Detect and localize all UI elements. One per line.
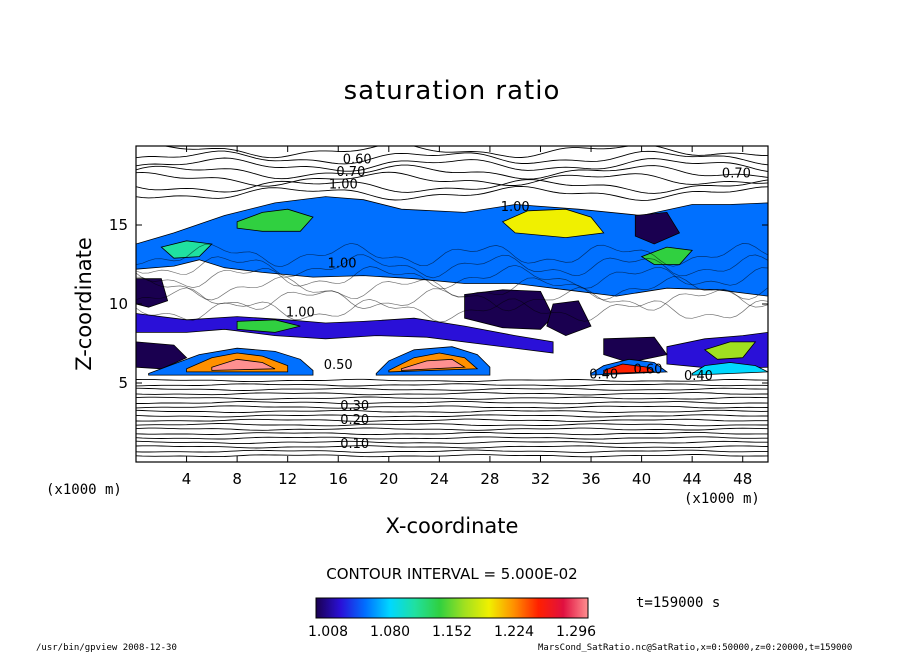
contour-label: 0.70 bbox=[722, 167, 751, 182]
contour-interval-text: CONTOUR INTERVAL = 5.000E-02 bbox=[326, 565, 578, 583]
contour-line bbox=[136, 392, 768, 396]
y-tick-label: 15 bbox=[109, 216, 128, 234]
contour-line bbox=[136, 449, 768, 453]
region-lower-dome-1-peak bbox=[211, 358, 276, 371]
region-lower-dome-3-core bbox=[603, 363, 656, 374]
contour-line bbox=[136, 431, 768, 436]
region-upper-core-1 bbox=[236, 208, 314, 232]
contour-line bbox=[136, 254, 768, 279]
contour-labels: 0.600.701.000.600.701.001.001.000.500.10… bbox=[286, 135, 751, 452]
contour-line bbox=[136, 185, 768, 201]
contour-line bbox=[136, 418, 768, 422]
region-mid-purple-2 bbox=[546, 300, 592, 337]
colorbar-tick-label: 1.080 bbox=[369, 624, 411, 640]
contour-line bbox=[136, 387, 768, 391]
contour-line bbox=[136, 164, 768, 180]
colorbar-tick-label: 1.296 bbox=[555, 624, 597, 640]
contour-label: 1.00 bbox=[328, 257, 357, 272]
contour-line bbox=[136, 378, 768, 383]
x-tick-label: 44 bbox=[683, 470, 702, 488]
x-axis: 4 8 12 16 20 24 28 32 36 40 44 48 bbox=[182, 146, 752, 488]
region-lower-dome-4 bbox=[691, 362, 768, 376]
contour-line bbox=[136, 436, 768, 440]
contour-line bbox=[136, 264, 768, 289]
contour-line bbox=[136, 454, 768, 458]
footer-program-date: /usr/bin/gpview 2008-12-30 bbox=[36, 643, 177, 653]
contour-line bbox=[136, 440, 768, 445]
x-tick-label: 24 bbox=[430, 470, 449, 488]
contour-label: 0.60 bbox=[343, 152, 372, 167]
x-tick-label: 28 bbox=[480, 470, 499, 488]
region-mid-band-right-core bbox=[703, 341, 757, 360]
colorbar-tick-label: 1.224 bbox=[493, 624, 535, 640]
contour-label: 1.00 bbox=[501, 200, 530, 215]
contour-line bbox=[136, 400, 768, 405]
region-mid-purple-4 bbox=[603, 336, 668, 363]
contour-label: 1.00 bbox=[286, 306, 315, 321]
x-tick-label: 40 bbox=[632, 470, 651, 488]
region-mid-purple-1 bbox=[464, 289, 554, 330]
region-mid-band-core bbox=[236, 319, 301, 333]
x-tick-label: 48 bbox=[733, 470, 752, 488]
x-axis-label: X-coordinate bbox=[385, 514, 519, 538]
colorbar bbox=[315, 597, 589, 619]
y-axis-label: Z-coordinate bbox=[72, 237, 96, 371]
contour-line bbox=[136, 171, 768, 187]
region-upper-core-2 bbox=[501, 208, 605, 239]
region-mid-purple-3 bbox=[136, 341, 188, 370]
contour-lines bbox=[136, 146, 768, 458]
contour-line bbox=[136, 427, 768, 431]
contour-line bbox=[136, 445, 768, 449]
colorbar-tick-label: 1.152 bbox=[431, 624, 473, 640]
contour-line bbox=[136, 298, 768, 323]
contour-label: 0.70 bbox=[336, 165, 365, 180]
chart-title: saturation ratio bbox=[343, 76, 561, 106]
x-tick-label: 12 bbox=[278, 470, 297, 488]
contour-line bbox=[136, 423, 768, 427]
x-tick-label: 36 bbox=[581, 470, 600, 488]
x-tick-label: 4 bbox=[182, 470, 192, 488]
region-mid-purple-5 bbox=[136, 278, 169, 308]
y-tick-label: 5 bbox=[118, 374, 128, 392]
contour-line bbox=[136, 405, 768, 409]
contour-line bbox=[136, 287, 768, 312]
y-tick-label: 10 bbox=[109, 295, 128, 313]
contour-label: 0.10 bbox=[340, 437, 369, 452]
contour-label: 0.30 bbox=[340, 399, 369, 414]
x-tick-label: 8 bbox=[232, 470, 242, 488]
contour-label: 0.20 bbox=[340, 413, 369, 428]
contour-line bbox=[136, 146, 768, 159]
contour-label: 0.40 bbox=[684, 369, 713, 384]
contour-line bbox=[136, 242, 768, 268]
time-stamp: t=159000 s bbox=[636, 595, 721, 611]
contour-label: 0.60 bbox=[633, 363, 662, 378]
x-unit-label-left: (x1000 m) bbox=[46, 482, 122, 498]
x-tick-label: 20 bbox=[379, 470, 398, 488]
contour-line bbox=[136, 383, 768, 387]
y-axis: 5 10 15 bbox=[109, 216, 768, 392]
contour-line bbox=[136, 150, 768, 166]
contour-line bbox=[136, 179, 768, 194]
contour-label: 1.00 bbox=[329, 178, 358, 193]
footer-file-info: MarsCond_SatRatio.nc@SatRatio,x=0:50000,… bbox=[538, 643, 853, 653]
contour-line bbox=[136, 157, 768, 172]
contour-line bbox=[136, 396, 768, 400]
region-upper-layer bbox=[136, 196, 768, 297]
region-upper-core-3 bbox=[160, 240, 213, 259]
colorbar-tick-label: 1.008 bbox=[307, 624, 349, 640]
region-lower-dome-2-peak bbox=[400, 358, 466, 371]
x-tick-label: 32 bbox=[531, 470, 550, 488]
contour-label: 0.40 bbox=[589, 367, 618, 382]
contour-label: 0.50 bbox=[324, 358, 353, 373]
x-tick-label: 16 bbox=[329, 470, 348, 488]
region-upper-core-4 bbox=[640, 246, 694, 265]
contour-line bbox=[136, 276, 768, 301]
contour-label: 0.60 bbox=[700, 135, 729, 150]
contour-line bbox=[136, 409, 768, 414]
region-mid-purple-6 bbox=[634, 211, 681, 245]
contour-line bbox=[136, 414, 768, 418]
x-unit-label-right: (x1000 m) bbox=[684, 491, 760, 507]
saturation-fill-layer bbox=[136, 196, 768, 376]
